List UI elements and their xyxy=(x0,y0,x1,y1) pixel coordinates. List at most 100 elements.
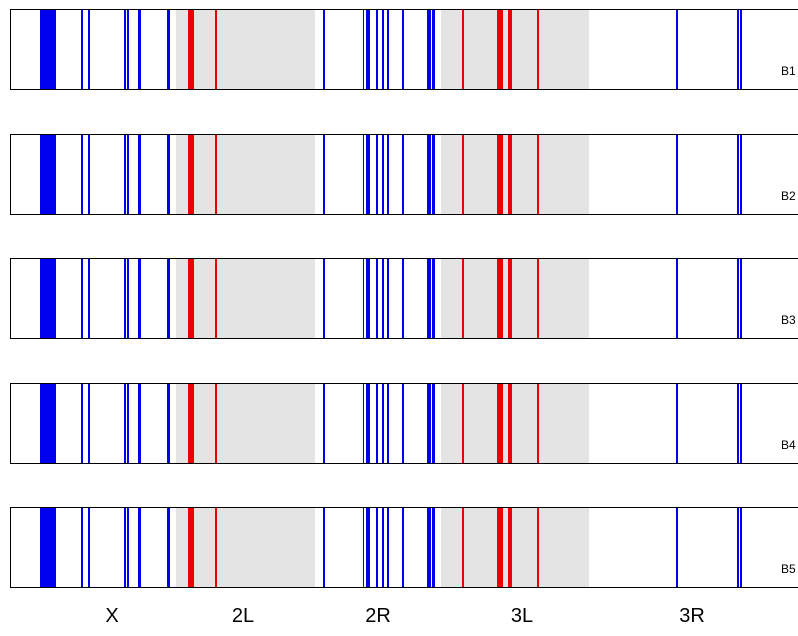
track-b3: B3 xyxy=(10,258,798,339)
red-mark xyxy=(497,508,500,587)
blue-mark xyxy=(124,135,126,214)
red-mark xyxy=(188,384,191,463)
blue-mark xyxy=(363,508,364,587)
red-mark xyxy=(188,508,191,587)
blue-mark xyxy=(81,259,83,338)
blue-mark xyxy=(138,10,141,89)
blue-mark xyxy=(40,135,56,214)
blue-mark xyxy=(363,259,364,338)
blue-mark xyxy=(427,135,431,214)
red-mark xyxy=(537,135,539,214)
red-mark xyxy=(462,508,464,587)
blue-mark xyxy=(88,384,90,463)
blue-mark xyxy=(40,508,56,587)
blue-mark xyxy=(138,135,141,214)
blue-mark xyxy=(382,508,384,587)
blue-mark xyxy=(124,384,126,463)
blue-mark xyxy=(382,135,384,214)
shaded-region xyxy=(441,384,589,463)
track-label: B3 xyxy=(781,313,796,327)
blue-mark xyxy=(366,135,368,214)
blue-mark xyxy=(402,135,404,214)
blue-mark xyxy=(127,135,129,214)
track-b5: B5 xyxy=(10,507,798,588)
blue-mark xyxy=(323,259,325,338)
blue-mark xyxy=(323,384,325,463)
red-mark xyxy=(508,135,512,214)
red-mark xyxy=(497,259,500,338)
red-mark xyxy=(215,508,217,587)
blue-mark xyxy=(124,10,126,89)
blue-mark xyxy=(368,10,370,89)
blue-mark xyxy=(740,10,742,89)
blue-mark xyxy=(167,10,170,89)
blue-mark xyxy=(40,384,56,463)
red-mark xyxy=(191,259,194,338)
blue-mark xyxy=(323,10,325,89)
blue-mark xyxy=(432,508,435,587)
red-mark xyxy=(462,10,464,89)
blue-mark xyxy=(737,508,739,587)
red-mark xyxy=(537,259,539,338)
track-label: B2 xyxy=(781,189,796,203)
blue-mark xyxy=(376,10,378,89)
track-label: B1 xyxy=(781,64,796,78)
track-frame xyxy=(10,507,798,588)
shaded-region xyxy=(176,259,315,338)
blue-mark xyxy=(382,259,384,338)
blue-mark xyxy=(387,508,389,587)
red-mark xyxy=(537,508,539,587)
red-mark xyxy=(537,384,539,463)
blue-mark xyxy=(387,259,389,338)
blue-mark xyxy=(676,384,678,463)
blue-mark xyxy=(323,508,325,587)
red-mark xyxy=(215,259,217,338)
red-mark xyxy=(191,10,194,89)
red-mark xyxy=(191,135,194,214)
blue-mark xyxy=(432,259,435,338)
shaded-region xyxy=(441,10,589,89)
blue-mark xyxy=(676,508,678,587)
red-mark xyxy=(508,259,512,338)
blue-mark xyxy=(402,10,404,89)
blue-mark xyxy=(676,135,678,214)
red-mark xyxy=(462,384,464,463)
red-mark xyxy=(497,10,500,89)
red-mark xyxy=(188,259,191,338)
blue-mark xyxy=(167,135,170,214)
blue-mark xyxy=(138,508,141,587)
red-mark xyxy=(191,384,194,463)
chromosome-label: 2L xyxy=(232,605,254,627)
blue-mark xyxy=(382,384,384,463)
blue-mark xyxy=(363,384,364,463)
red-mark xyxy=(462,135,464,214)
blue-mark xyxy=(387,135,389,214)
red-mark xyxy=(188,135,191,214)
blue-mark xyxy=(81,384,83,463)
track-frame xyxy=(10,383,798,464)
red-mark xyxy=(508,10,512,89)
blue-mark xyxy=(127,508,129,587)
blue-mark xyxy=(402,384,404,463)
blue-mark xyxy=(427,384,431,463)
red-mark xyxy=(188,10,191,89)
blue-mark xyxy=(376,384,378,463)
blue-mark xyxy=(81,10,83,89)
shaded-region xyxy=(441,508,589,587)
blue-mark xyxy=(432,10,435,89)
red-mark xyxy=(215,135,217,214)
blue-mark xyxy=(368,508,370,587)
blue-mark xyxy=(127,384,129,463)
blue-mark xyxy=(167,384,170,463)
blue-mark xyxy=(402,259,404,338)
track-label: B5 xyxy=(781,562,796,576)
chromosome-label: 3R xyxy=(679,605,705,627)
blue-mark xyxy=(366,259,368,338)
chromosome-label: 3L xyxy=(511,605,533,627)
blue-mark xyxy=(376,135,378,214)
track-b2: B2 xyxy=(10,134,798,215)
tracks-layer: B1 B2 B3 B4 B5 xyxy=(10,9,798,588)
chromosome-label: 2R xyxy=(365,605,391,627)
track-frame xyxy=(10,258,798,339)
